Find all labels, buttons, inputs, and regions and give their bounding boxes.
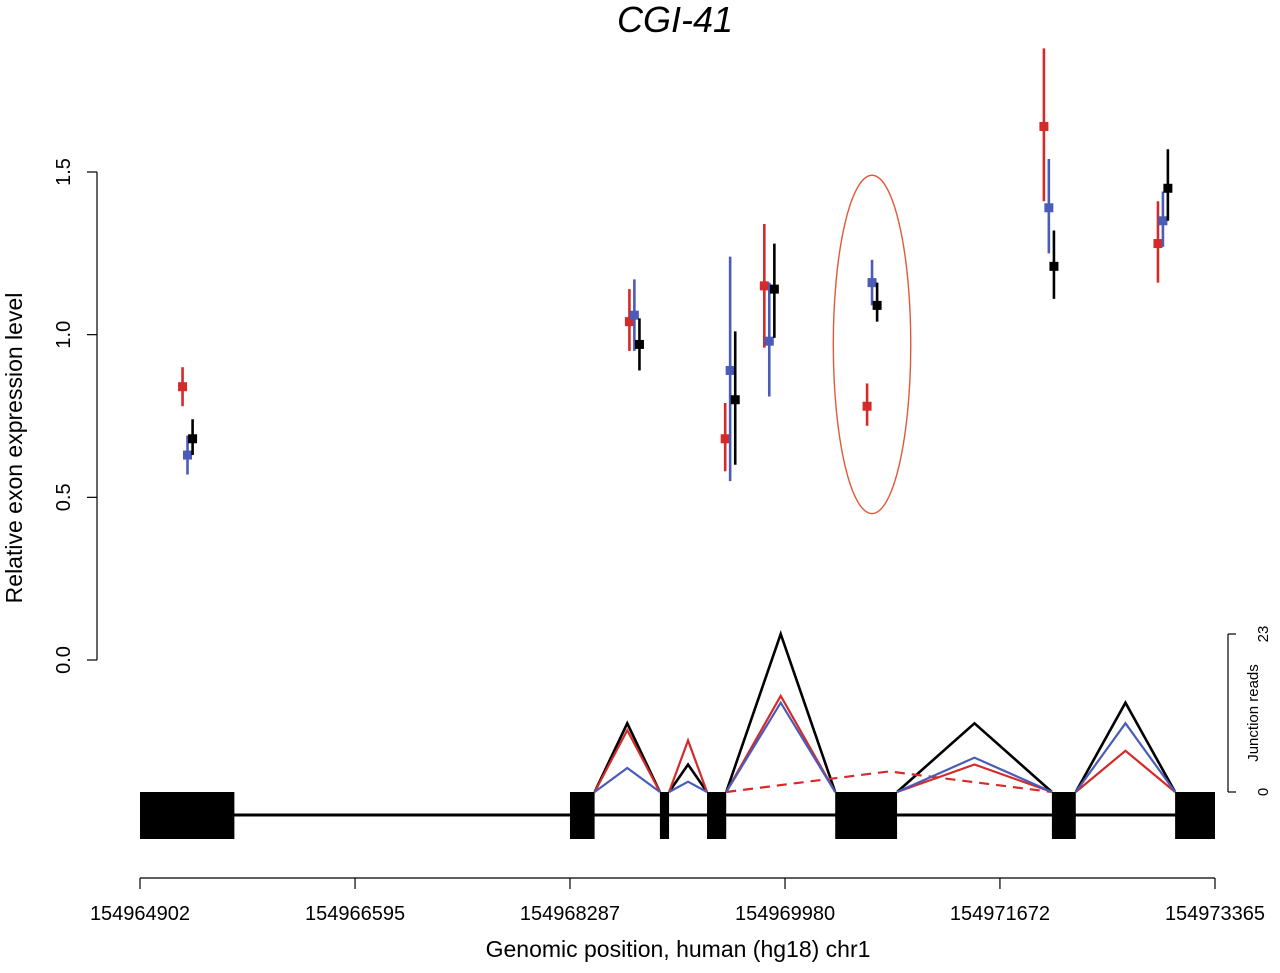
highlight-ellipse <box>832 174 912 515</box>
junction-arc <box>1075 749 1176 793</box>
junction-arc <box>725 700 837 793</box>
x-axis: 154964902 154966595 154968287 154969980 1549… <box>90 877 1265 925</box>
y-axis: 0.0 0.5 1.0 1.5 <box>53 158 98 674</box>
exon-block <box>569 792 595 839</box>
junction-arc <box>724 630 837 793</box>
expression-points <box>178 48 1173 482</box>
junction-arc <box>593 720 662 793</box>
exon-block <box>1175 792 1215 839</box>
gene-model-track <box>140 792 1215 839</box>
exon-block <box>835 792 898 839</box>
junction-tick-label: 0 <box>1255 788 1272 796</box>
x-tick-label: 154968287 <box>520 903 620 925</box>
data-point <box>1163 183 1173 193</box>
chart-title: CGI-41 <box>617 0 733 40</box>
junction-arc <box>668 737 709 793</box>
junction-arc <box>896 763 1053 794</box>
data-point <box>1044 203 1054 213</box>
data-point <box>629 310 639 320</box>
junction-arc <box>1074 721 1177 793</box>
highlight-annotation <box>832 174 912 515</box>
junction-arc <box>726 770 1053 794</box>
data-point <box>862 401 872 411</box>
junction-arc <box>668 780 708 793</box>
y-tick-label: 1.5 <box>53 158 75 186</box>
data-point <box>183 450 193 460</box>
x-tick-label: 154969980 <box>735 903 835 925</box>
x-tick-label: 154971672 <box>950 903 1050 925</box>
data-point <box>759 281 769 291</box>
data-point <box>725 365 735 375</box>
y-tick-label: 0.0 <box>53 646 75 674</box>
data-point <box>872 300 882 310</box>
x-tick-label: 154973365 <box>1165 903 1265 925</box>
junction-reads-axis: 0 23 Junction reads <box>1227 626 1272 796</box>
data-point <box>764 336 774 346</box>
data-point <box>188 434 198 444</box>
junction-axis-label: Junction reads <box>1245 664 1262 762</box>
data-point <box>769 284 779 294</box>
data-point <box>720 434 730 444</box>
junction-arc <box>896 721 1053 793</box>
x-axis-label: Genomic position, human (hg18) chr1 <box>486 936 871 962</box>
junction-arc <box>593 766 661 793</box>
data-point <box>178 382 188 392</box>
data-point <box>867 278 877 288</box>
junction-arc <box>593 727 661 793</box>
junction-tick-label: 23 <box>1255 626 1272 643</box>
junction-arc <box>896 756 1053 794</box>
junction-arc <box>1074 700 1177 793</box>
junction-arc <box>725 693 837 793</box>
x-tick-label: 154966595 <box>305 903 405 925</box>
y-tick-label: 1.0 <box>53 321 75 349</box>
junction-arc <box>667 762 709 793</box>
x-tick-label: 154964902 <box>90 903 190 925</box>
exon-block <box>659 792 670 839</box>
y-axis-label: Relative exon expression level <box>1 293 27 604</box>
data-point <box>624 317 634 327</box>
data-point <box>1153 239 1163 249</box>
junction-reads-track <box>593 630 1177 794</box>
exon-block <box>1051 792 1076 839</box>
data-point <box>1158 216 1168 226</box>
exon-block <box>140 792 235 839</box>
data-point <box>1039 121 1049 131</box>
exon-block <box>707 792 727 839</box>
data-point <box>1049 261 1059 271</box>
y-tick-label: 0.5 <box>53 483 75 511</box>
data-point <box>730 395 740 405</box>
data-point <box>634 339 644 349</box>
